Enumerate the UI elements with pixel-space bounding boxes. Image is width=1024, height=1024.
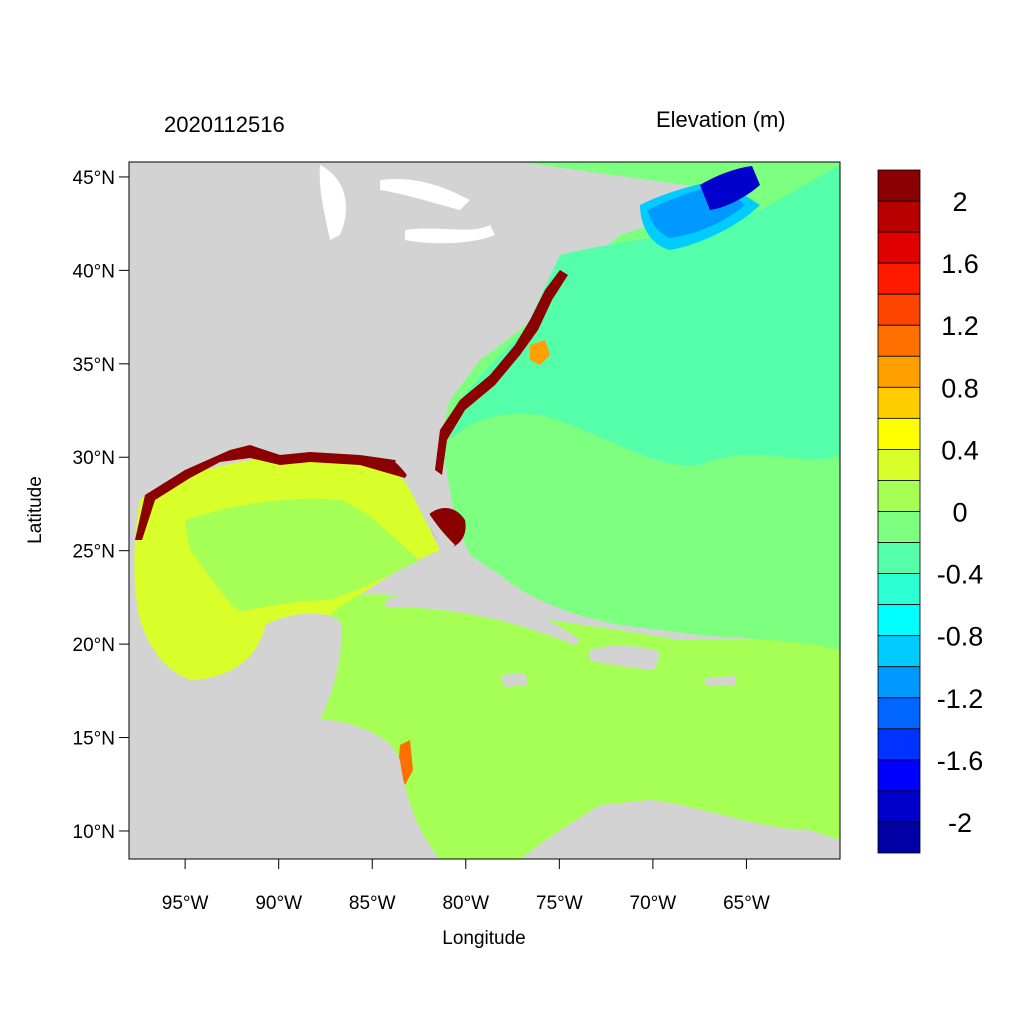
colorbar-label: 0 (952, 498, 967, 528)
longitude-tick-label: 70°W (630, 893, 677, 914)
colorbar-swatch (877, 417, 921, 450)
colorbar-label: -2 (948, 808, 972, 838)
gulf-coast-surge-fringe (135, 445, 410, 540)
colorbar-swatch (877, 200, 921, 233)
map-timestamp: 2020112516 (164, 112, 285, 137)
central-america-land (129, 720, 440, 859)
y-axis-title: Latitude (25, 476, 46, 544)
colorbar-swatch (877, 604, 921, 637)
colorbar-label: -1.6 (937, 746, 984, 776)
latitude-tick-label: 25°N (73, 542, 115, 563)
atlantic-north-region (450, 165, 840, 466)
gulf-interior-region (185, 498, 420, 612)
jamaica-land (500, 673, 528, 687)
longitude-tick-label: 85°W (349, 893, 396, 914)
colorbar-label: -0.4 (937, 560, 984, 590)
longitude-tick-label: 90°W (255, 893, 302, 914)
colorbar-swatch (877, 449, 921, 481)
colorbar-swatch (877, 293, 921, 326)
colorbar-label: 2 (952, 187, 967, 217)
colorbar (877, 169, 921, 854)
colorbar-label: 1.6 (941, 249, 979, 279)
colorbar-swatch (877, 821, 921, 854)
longitude-axis: 95°W 90°W 85°W 80°W 75°W 70°W 65°W (162, 859, 770, 914)
latitude-tick-label: 40°N (73, 261, 115, 282)
colorbar-labels: 2 1.6 1.2 0.8 0.4 0 -0.4 -0.8 -1.2 -1.6 -2 (937, 187, 984, 838)
gulf-of-maine-lowest (700, 166, 760, 210)
colorbar-swatch (877, 386, 921, 419)
east-coast-surge-fringe (435, 270, 568, 475)
colorbar-swatch (877, 728, 921, 761)
longitude-tick-label: 75°W (536, 893, 583, 914)
x-axis-title: Longitude (442, 928, 525, 949)
longitude-tick-label: 65°W (723, 893, 770, 914)
colorbar-swatch (877, 573, 921, 606)
latitude-tick-label: 35°N (73, 355, 115, 376)
yucatan-land (129, 613, 342, 720)
latitude-tick-label: 20°N (73, 635, 115, 656)
colorbar-label: 0.8 (941, 373, 979, 403)
colorbar-swatch (877, 635, 921, 668)
map-variable-title: Elevation (m) (656, 107, 786, 132)
latitude-tick-label: 30°N (73, 448, 115, 469)
plot-border (128, 161, 841, 860)
colorbar-label: -0.8 (937, 622, 984, 652)
florida-land (395, 455, 455, 550)
colorbar-swatch (877, 542, 921, 574)
latitude-tick-label: 45°N (73, 168, 115, 189)
longitude-tick-label: 95°W (162, 893, 209, 914)
colorbar-swatch (877, 324, 921, 357)
colorbar-swatch (877, 169, 921, 202)
great-lakes (319, 165, 495, 244)
colorbar-label: 1.2 (941, 311, 979, 341)
colorbar-swatch (877, 697, 921, 730)
latitude-axis: 45°N 40°N 35°N 30°N 25°N 20°N 15°N 10°N (73, 168, 129, 843)
colorbar-swatch (877, 759, 921, 792)
colorbar-label: -1.2 (937, 684, 984, 714)
cuba-land (385, 591, 580, 645)
colorbar-swatch (877, 666, 921, 699)
puerto-rico-land (705, 676, 735, 686)
map-plot-area (129, 162, 840, 859)
colorbar-swatch (877, 355, 921, 388)
longitude-tick-label: 80°W (442, 893, 489, 914)
colorbar-swatch (877, 790, 921, 823)
colorbar-swatch (877, 511, 921, 543)
south-america-land (520, 800, 840, 859)
colorbar-swatch (877, 480, 921, 512)
hispaniola-land (590, 645, 660, 670)
colorbar-label: 0.4 (941, 435, 979, 465)
latitude-tick-label: 10°N (73, 822, 115, 843)
colorbar-swatch (877, 262, 921, 295)
latitude-tick-label: 15°N (73, 729, 115, 750)
colorbar-swatch (877, 231, 921, 264)
outer-banks-orange (530, 340, 550, 365)
caribbean-sea-region (300, 594, 840, 859)
